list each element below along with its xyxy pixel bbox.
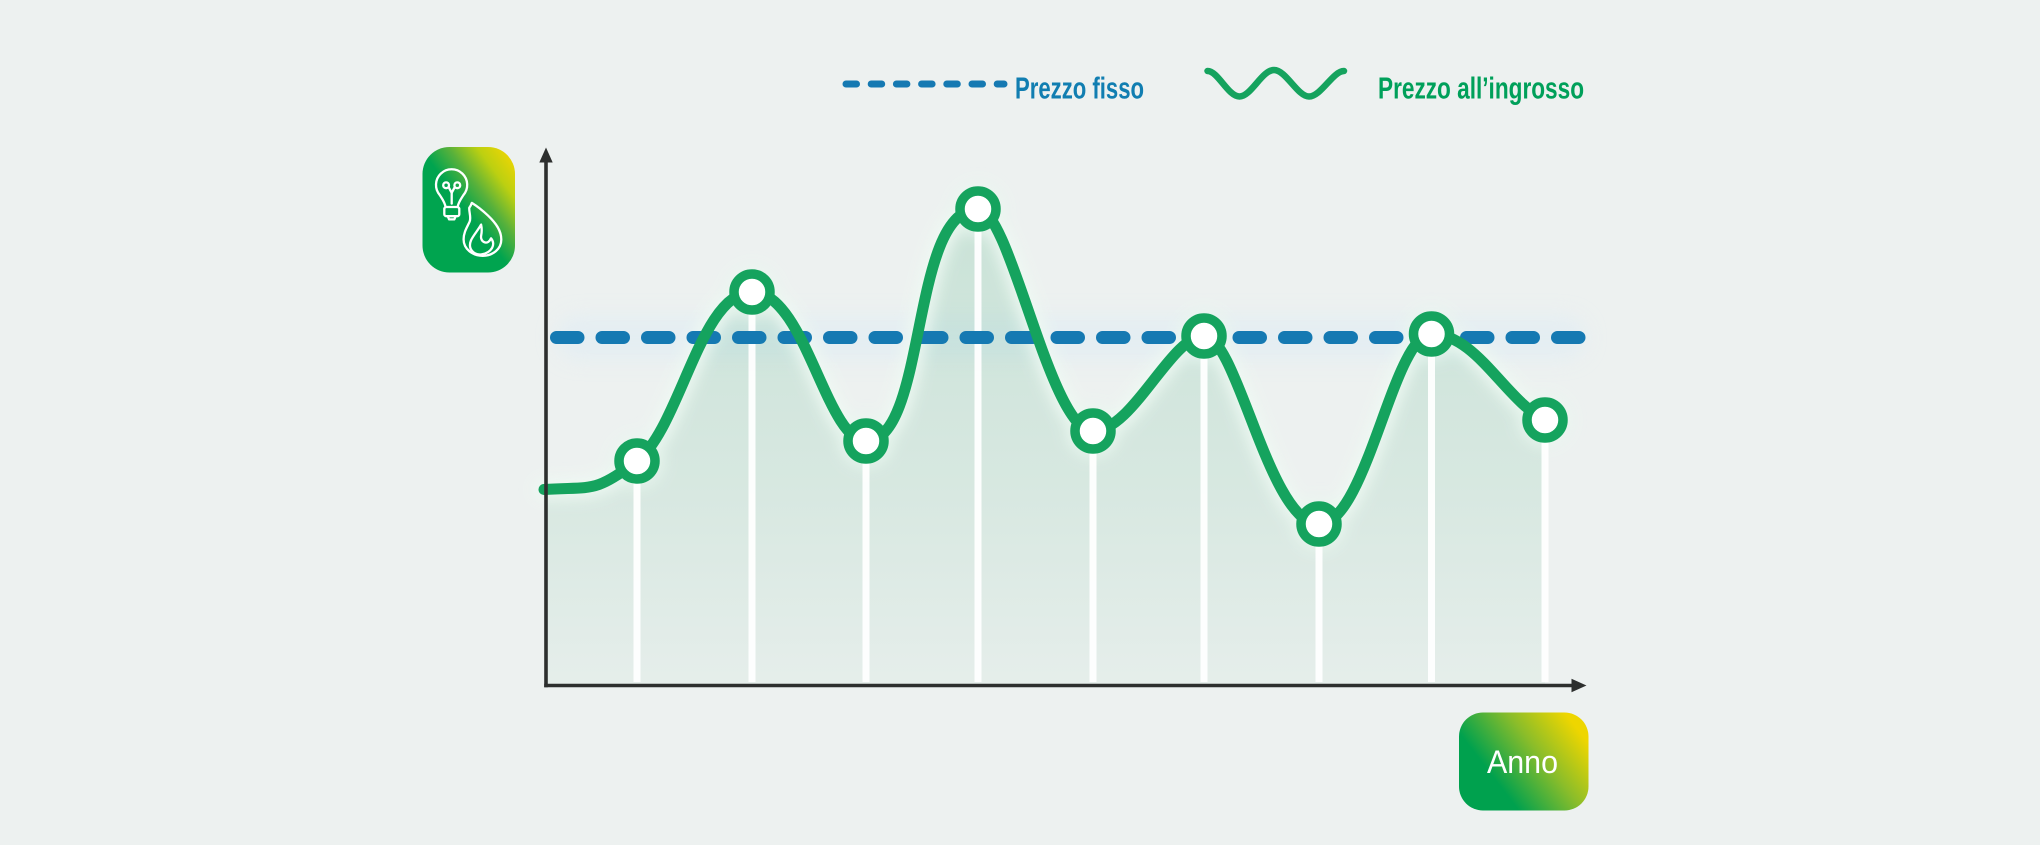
svg-text:Anno: Anno xyxy=(1487,744,1558,780)
svg-text:Prezzo all’ingrosso: Prezzo all’ingrosso xyxy=(1378,71,1584,106)
svg-text:Prezzo fisso: Prezzo fisso xyxy=(1015,71,1144,106)
